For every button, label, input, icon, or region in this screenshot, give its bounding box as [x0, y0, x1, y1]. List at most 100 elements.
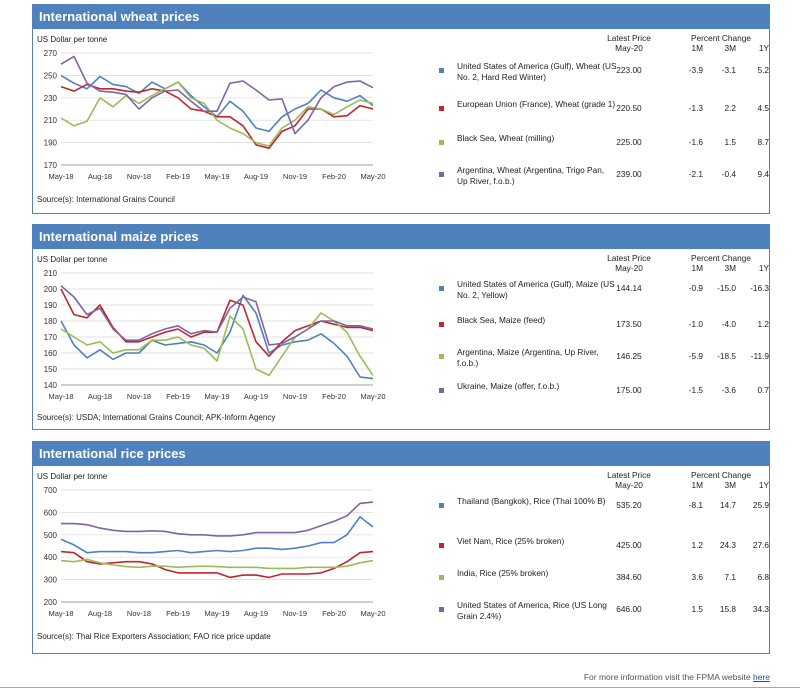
- change-m1: 1.2: [691, 540, 703, 550]
- wheat-panel: International wheat prices US Dollar per…: [32, 4, 770, 214]
- y-tick-label: 400: [44, 553, 58, 562]
- series-line: [60, 294, 374, 380]
- change-m1: -1.6: [688, 137, 703, 147]
- series-line: [61, 501, 374, 537]
- legend-swatch: [439, 607, 444, 612]
- y-tick-label: 230: [44, 94, 58, 103]
- percent-change-header: Percent Change: [691, 253, 751, 263]
- y-tick-label: 170: [44, 333, 58, 342]
- y-tick-label: 700: [44, 486, 58, 495]
- table-header: Latest Price May-20 Percent Change 1M 3M …: [411, 33, 771, 59]
- change-m3: -0.4: [721, 169, 736, 179]
- change-m3: -3.6: [721, 385, 736, 395]
- y-tick-label: 190: [44, 139, 58, 148]
- maize-chart: 140 150 160 170 180 190 200 210 May-18 Aug-18 Nov-…: [33, 267, 413, 407]
- table-row: Argentina, Wheat (Argentina, Trigo Pan, …: [411, 165, 771, 193]
- legend-swatch: [439, 503, 444, 508]
- change-y1: 6.8: [757, 572, 769, 582]
- change-m3: 14.7: [719, 500, 736, 510]
- table-row: Black Sea, Wheat (milling) 225.00 -1.6 1.5 8…: [411, 133, 771, 161]
- x-tick-label: Nov-18: [127, 172, 151, 181]
- table-row: United States of America (Gulf), Wheat (…: [411, 61, 771, 89]
- change-m3: 24.3: [719, 540, 736, 550]
- latest-price: 425.00: [616, 540, 642, 550]
- x-tick-label: Aug-18: [88, 392, 112, 401]
- change-m1: -0.9: [688, 283, 703, 293]
- y-tick-label: 200: [44, 598, 58, 607]
- wheat-line-chart: 170 190 210 230 250 270 May-18 Aug-18 Nov-18 Feb-…: [44, 49, 386, 181]
- change-y1: 25.9: [752, 500, 769, 510]
- change-y1: 9.4: [757, 169, 769, 179]
- latest-price-header: Latest Price May-20: [607, 33, 651, 53]
- footer-text: For more information visit the FPMA webs…: [583, 672, 751, 682]
- legend-swatch: [439, 354, 444, 359]
- change-y1: -16.3: [750, 283, 769, 293]
- y-tick-label: 270: [44, 49, 58, 58]
- change-y1: -11.9: [750, 351, 769, 361]
- change-y1: 34.3: [752, 604, 769, 614]
- y-tick-label: 140: [44, 381, 58, 390]
- legend-swatch: [439, 543, 444, 548]
- x-tick-label: May-18: [48, 172, 73, 181]
- table-row: United States of America (Gulf), Maize (…: [411, 279, 771, 307]
- latest-price: 144.14: [616, 283, 642, 293]
- x-tick-label: May-18: [48, 392, 73, 401]
- series-label: Black Sea, Wheat (milling): [457, 133, 555, 143]
- change-y1: 27.6: [752, 540, 769, 550]
- change-m3: -18.5: [717, 351, 736, 361]
- maize-line-chart: 140 150 160 170 180 190 200 210 May-18 Aug-18 Nov-…: [44, 269, 386, 401]
- x-tick-label: Feb-20: [322, 609, 346, 618]
- percent-change-header: Percent Change: [691, 33, 751, 43]
- latest-price: 175.00: [616, 385, 642, 395]
- maize-panel: International maize prices US Dollar per…: [32, 224, 770, 430]
- series-line: [60, 516, 374, 554]
- series-label: United States of America (Gulf), Wheat (…: [457, 61, 617, 82]
- footer-note: For more information visit the FPMA webs…: [584, 672, 770, 682]
- header-1m: 1M: [691, 480, 703, 490]
- x-tick-label: Aug-18: [88, 609, 112, 618]
- x-tick-label: Feb-20: [322, 172, 346, 181]
- x-tick-label: May-20: [360, 392, 385, 401]
- latest-price-header: Latest Price May-20: [607, 253, 651, 273]
- legend-swatch: [439, 172, 444, 177]
- table-row: India, Rice (25% broken) 384.60 3.6 7.1 6.8: [411, 568, 771, 596]
- series-line: [60, 558, 374, 570]
- y-tick-label: 250: [44, 71, 58, 80]
- table-row: United States of America, Rice (US Long …: [411, 600, 771, 628]
- change-m3: 7.1: [724, 572, 736, 582]
- x-tick-label: Nov-18: [127, 609, 151, 618]
- series-line: [60, 55, 374, 135]
- series-line: [60, 312, 374, 377]
- latest-price: 239.00: [616, 169, 642, 179]
- table-row: Thailand (Bangkok), Rice (Thai 100% B) 53…: [411, 496, 771, 524]
- x-tick-label: Aug-18: [88, 172, 112, 181]
- wheat-table: Latest Price May-20 Percent Change 1M 3M …: [411, 33, 771, 213]
- series-line: [60, 81, 374, 147]
- x-tick-label: Feb-19: [166, 609, 190, 618]
- table-row: Viet Nam, Rice (25% broken) 425.00 1.2 24.3…: [411, 536, 771, 564]
- change-m3: 1.5: [724, 137, 736, 147]
- x-tick-label: Aug-19: [244, 392, 268, 401]
- latest-price: 223.00: [616, 65, 642, 75]
- latest-price: 220.50: [616, 103, 642, 113]
- y-tick-label: 210: [44, 116, 58, 125]
- x-tick-label: Feb-19: [166, 392, 190, 401]
- change-m1: -1.3: [688, 103, 703, 113]
- series-line: [60, 288, 374, 357]
- x-tick-label: Feb-20: [322, 392, 346, 401]
- y-axis-unit: US Dollar per tonne: [37, 255, 108, 264]
- table-header: Latest Price May-20 Percent Change 1M 3M …: [411, 253, 771, 279]
- header-1m: 1M: [691, 263, 703, 273]
- change-m3: -4.0: [721, 319, 736, 329]
- legend-swatch: [439, 388, 444, 393]
- fpma-website-link[interactable]: here: [752, 672, 770, 682]
- x-tick-label: Feb-19: [166, 172, 190, 181]
- change-m1: -2.1: [688, 169, 703, 179]
- series-label: India, Rice (25% broken): [457, 568, 549, 578]
- panel-title: International maize prices: [33, 225, 769, 249]
- x-tick-label: Aug-19: [244, 609, 268, 618]
- header-1m: 1M: [691, 43, 703, 53]
- y-tick-label: 200: [44, 285, 58, 294]
- source-note: Source(s): USDA; International Grains Co…: [37, 413, 276, 422]
- x-tick-label: May-20: [360, 609, 385, 618]
